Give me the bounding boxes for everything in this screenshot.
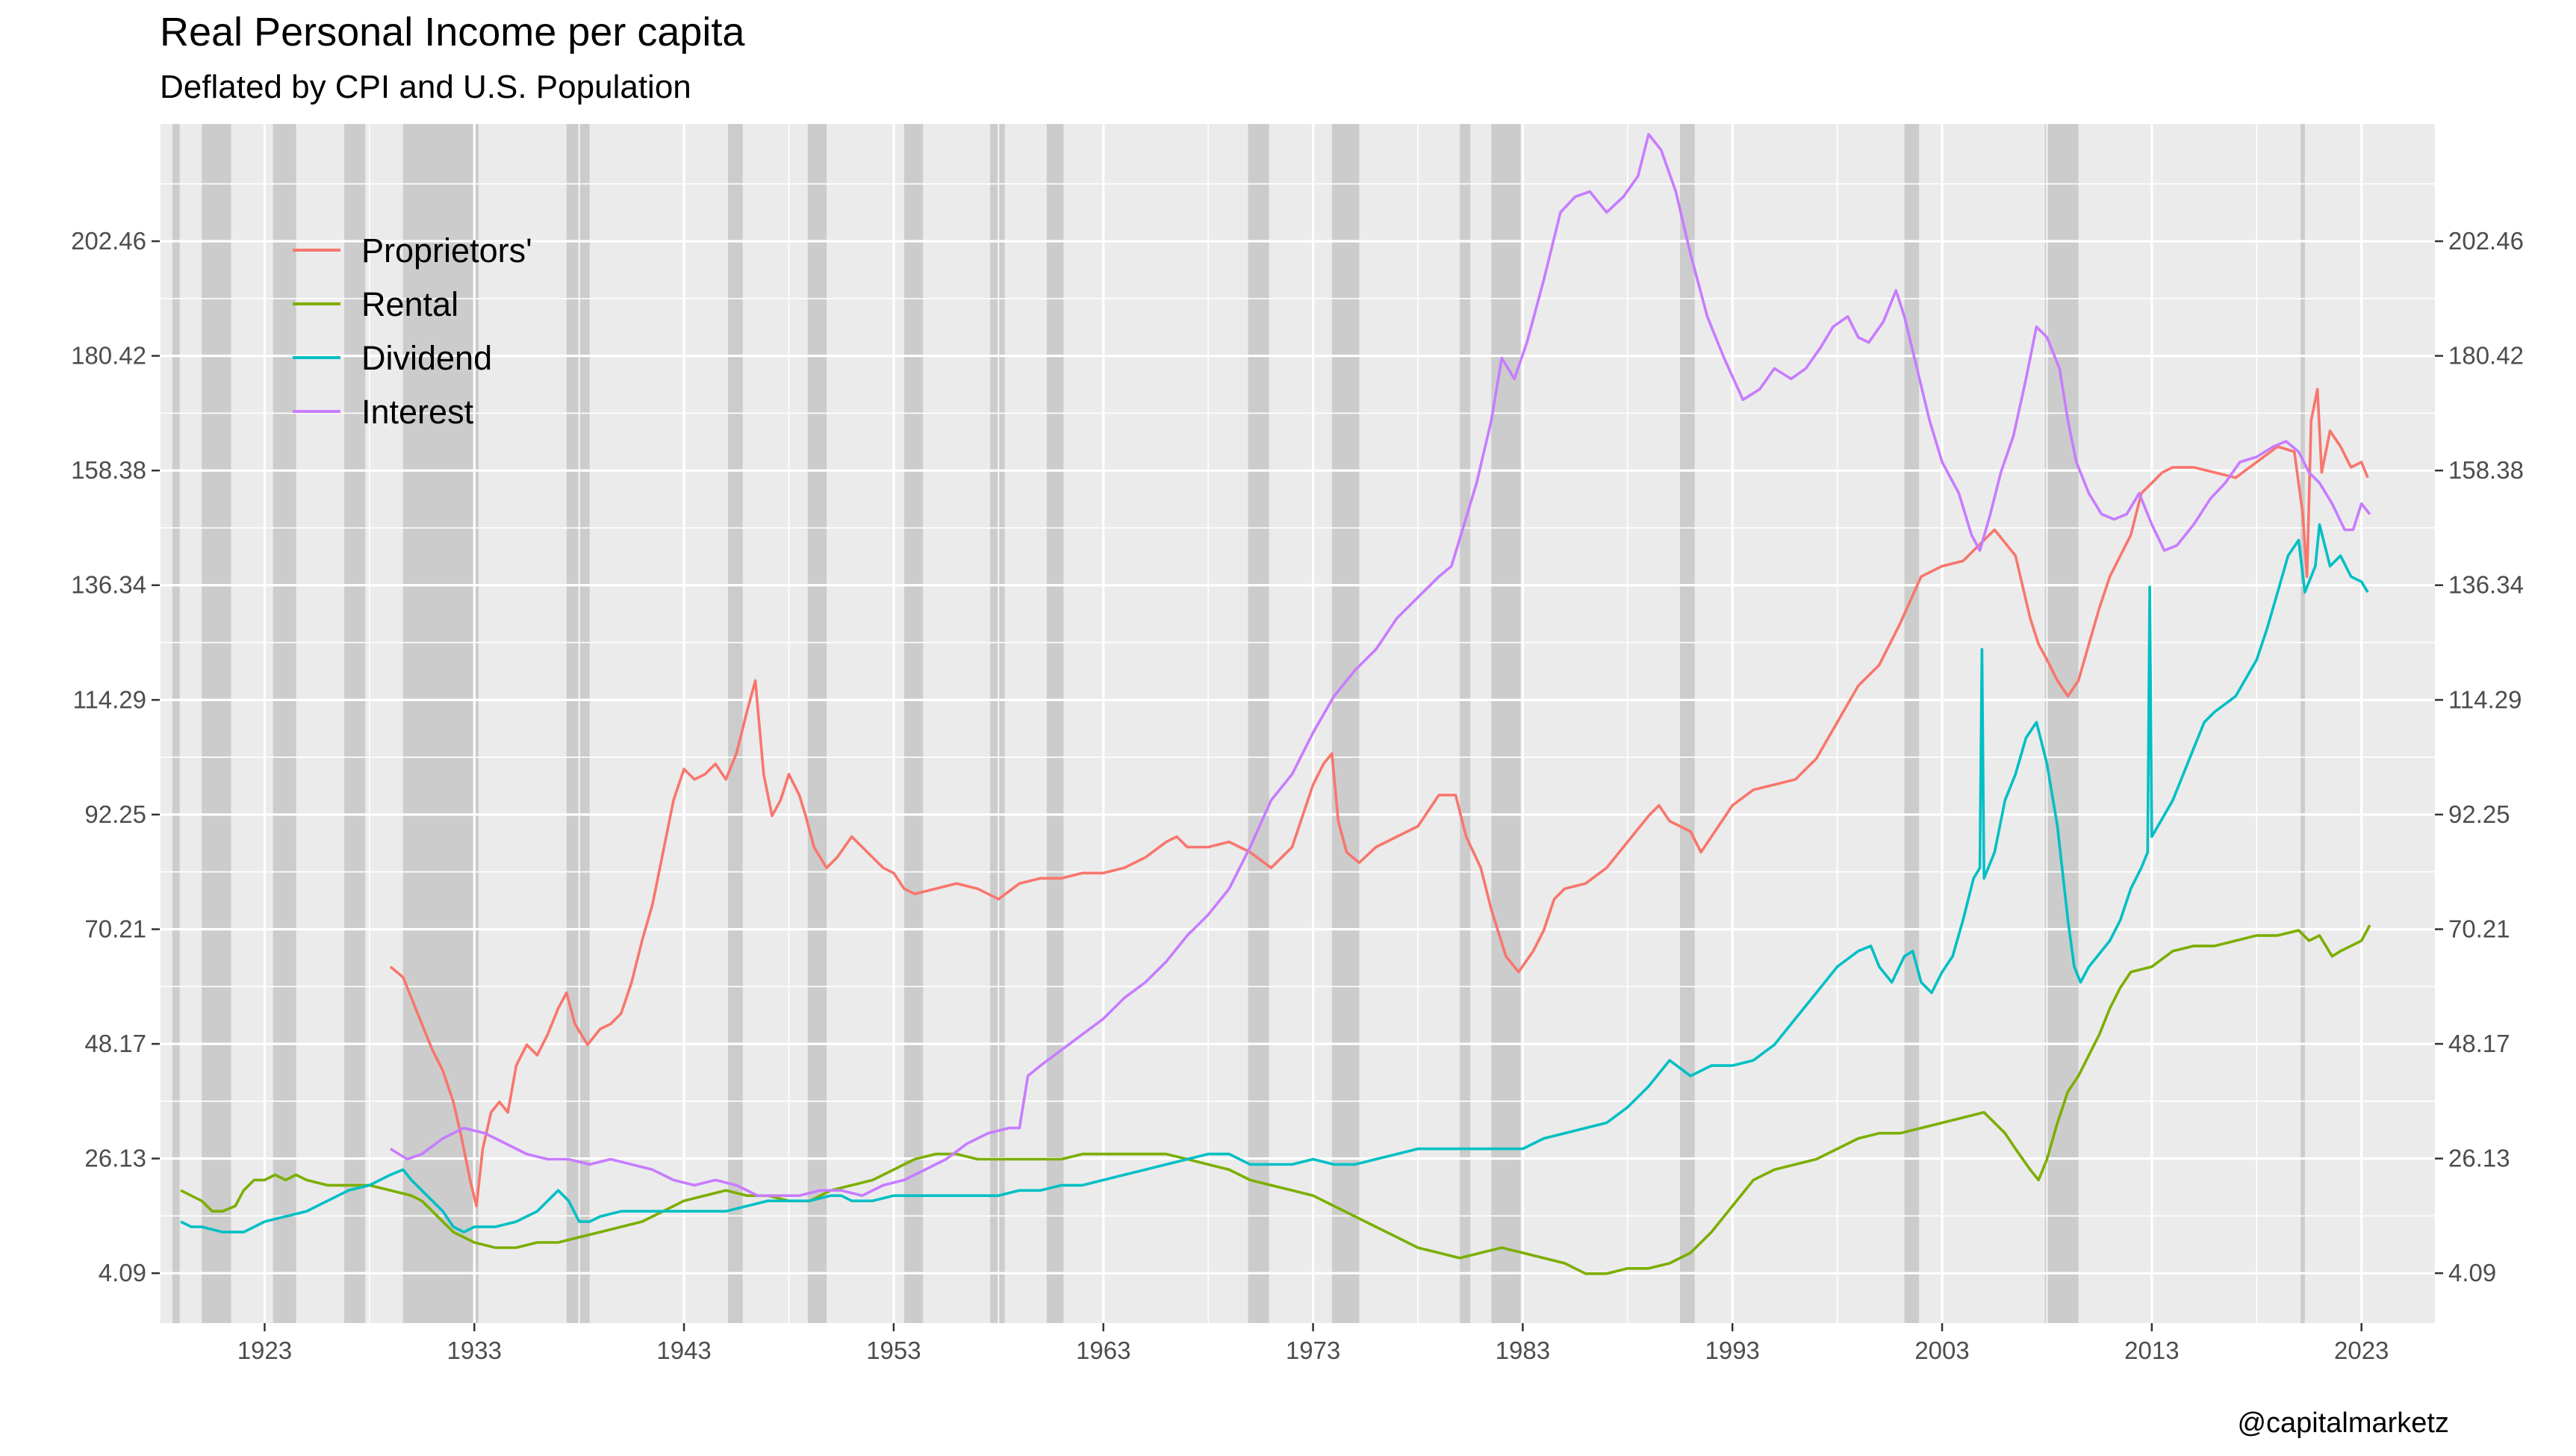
recession-band (1680, 124, 1695, 1323)
recession-band (344, 124, 366, 1323)
y-tick-label: 158.38 (71, 456, 146, 484)
x-tick-label: 1923 (237, 1337, 292, 1364)
x-tick-label: 2003 (1914, 1337, 1969, 1364)
y-tick-label: 114.29 (73, 685, 146, 713)
x-tick-label: 1973 (1286, 1337, 1340, 1364)
y-tick-label: 70.21 (84, 915, 146, 942)
recession-band (202, 124, 231, 1323)
y-axis-right-labels: 4.09 26.13 48.17 70.21 92.25 114.29 136.34 158.… (2448, 227, 2524, 1287)
credit-handle: @capitalmarketz (2237, 1407, 2449, 1439)
x-tick-label: 1963 (1076, 1337, 1130, 1364)
y-tick-label: 136.34 (2448, 571, 2524, 599)
series-line (180, 523, 2369, 1233)
recession-band (2044, 124, 2079, 1323)
series-lines (180, 133, 2371, 1275)
x-tick-label: 1993 (1705, 1337, 1760, 1364)
recession-band (807, 124, 827, 1323)
series-line (389, 133, 2371, 1198)
y-tick-label: 48.17 (2448, 1030, 2510, 1057)
axis-ticks (152, 240, 2443, 1331)
y-tick-label: 114.29 (2448, 685, 2521, 713)
y-tick-label: 180.42 (2448, 342, 2524, 370)
x-tick-label: 1983 (1496, 1337, 1550, 1364)
y-tick-label: 70.21 (2448, 915, 2510, 942)
recession-band (1904, 124, 1920, 1323)
y-tick-label: 48.17 (84, 1030, 146, 1057)
x-tick-label: 1933 (447, 1337, 502, 1364)
x-tick-label: 1953 (866, 1337, 921, 1364)
y-tick-label: 4.09 (99, 1259, 146, 1287)
y-tick-label: 26.13 (84, 1145, 146, 1172)
recession-band (402, 124, 479, 1323)
y-tick-label: 136.34 (71, 571, 146, 599)
y-tick-label: 180.42 (71, 342, 146, 370)
recession-band (273, 124, 296, 1323)
x-tick-label: 2023 (2334, 1337, 2389, 1364)
legend-label: Rental (361, 285, 458, 323)
minor-gridlines (159, 124, 2435, 1323)
recession-band (2300, 124, 2305, 1323)
y-tick-label: 202.46 (2448, 227, 2524, 255)
legend-label: Proprietors' (361, 231, 532, 270)
recession-bands (172, 124, 2305, 1323)
y-tick-label: 158.38 (2448, 456, 2524, 484)
recession-band (1491, 124, 1521, 1323)
x-axis-labels: 1923 1933 1943 1953 1963 1973 1983 1993 2003 2013… (237, 1337, 2389, 1364)
major-gridlines (160, 124, 2435, 1323)
legend: Proprietors' Rental Dividend Interest (293, 231, 532, 431)
legend-label: Interest (361, 393, 474, 431)
legend-label: Dividend (361, 339, 492, 377)
recession-band (1248, 124, 1269, 1323)
recession-band (172, 124, 180, 1323)
recession-band (728, 124, 743, 1323)
y-axis-left-labels: 4.09 26.13 48.17 70.21 92.25 114.29 136.34 158.… (71, 227, 146, 1287)
y-tick-label: 92.25 (2448, 800, 2510, 828)
recession-band (903, 124, 924, 1323)
x-tick-label: 1943 (656, 1337, 711, 1364)
recession-band (1046, 124, 1064, 1323)
chart-subtitle: Deflated by CPI and U.S. Population (160, 69, 691, 105)
y-tick-label: 4.09 (2448, 1259, 2496, 1287)
recession-band (1331, 124, 1360, 1323)
recession-band (1460, 124, 1471, 1323)
y-tick-label: 92.25 (84, 800, 146, 828)
series-line (389, 388, 2369, 1207)
y-tick-label: 26.13 (2448, 1145, 2510, 1172)
series-line (180, 924, 2371, 1275)
chart-title: Real Personal Income per capita (160, 10, 745, 55)
y-tick-label: 202.46 (71, 227, 146, 255)
x-tick-label: 2013 (2124, 1337, 2179, 1364)
recession-band (990, 124, 1005, 1323)
recession-band (566, 124, 590, 1323)
plot-panel (160, 124, 2435, 1323)
